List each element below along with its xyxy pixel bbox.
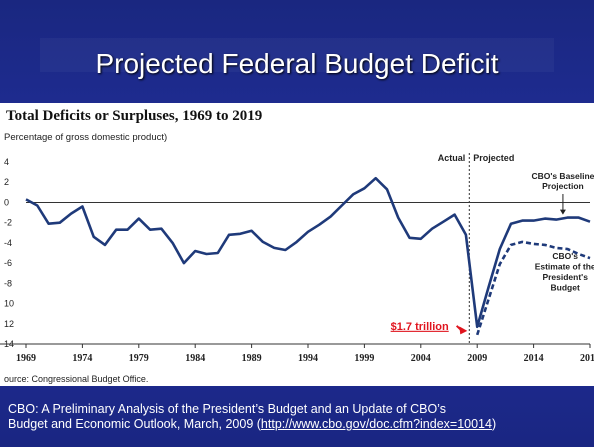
deficit-chart: Total Deficits or Surpluses, 1969 to 201…	[0, 108, 594, 384]
y-tick-label: 0	[4, 197, 9, 207]
citation-footer: CBO: A Preliminary Analysis of the Presi…	[8, 402, 594, 432]
chart-subtitle: Percentage of gross domestic product)	[4, 132, 167, 143]
x-tick-label: 2019	[580, 353, 594, 364]
x-tick-label: 1984	[185, 353, 205, 364]
slide-title: Projected Federal Budget Deficit	[95, 48, 499, 79]
x-tick-label: 1969	[16, 353, 36, 364]
y-tick-label: 2	[4, 177, 9, 187]
citation-line-1: CBO: A Preliminary Analysis of the Presi…	[8, 402, 446, 416]
title-bar: Projected Federal Budget Deficit	[0, 8, 594, 92]
citation-prefix: Budget and Economic Outlook, March, 2009…	[8, 417, 261, 431]
presidents-budget-label: President's	[542, 272, 588, 282]
chart-panel: Total Deficits or Surpluses, 1969 to 201…	[0, 103, 594, 386]
x-axis: 1969 1974 1979 1984 1989 1994 1999 2004 2009 2014…	[16, 344, 594, 364]
x-tick-label: 2004	[411, 353, 431, 364]
x-tick-label: 1974	[72, 353, 92, 364]
baseline-label: CBO's Baseline	[531, 171, 594, 181]
x-tick-label: 2009	[467, 353, 487, 364]
x-tick-label: 1979	[129, 353, 149, 364]
baseline-label: Projection	[542, 181, 584, 191]
cbo-link[interactable]: http://www.cbo.gov/doc.cfm?index=10014	[260, 417, 492, 431]
baseline-pointer-head	[559, 209, 566, 215]
presidents-budget-label: Budget	[551, 283, 580, 293]
x-tick-label: 1994	[298, 353, 318, 364]
y-tick-label: 12	[4, 319, 14, 329]
series-layer	[25, 176, 591, 336]
actual-label: Actual	[438, 153, 466, 163]
y-tick-label: -2	[4, 218, 12, 228]
x-tick-label: 2014	[524, 353, 544, 364]
source-note: ource: Congressional Budget Office.	[4, 374, 148, 384]
x-tick-label: 1989	[242, 353, 262, 364]
y-tick-label: 4	[4, 157, 9, 167]
y-tick-label: -8	[4, 278, 12, 288]
citation-suffix: )	[491, 417, 497, 431]
callout-arrow-head	[459, 326, 468, 335]
presidents-budget-label: CBO's	[552, 251, 578, 261]
citation-line-2: Budget and Economic Outlook, March, 2009…	[8, 417, 594, 432]
baseline-series-line	[25, 176, 591, 329]
presidents-budget-label: Estimate of the	[535, 262, 594, 272]
y-tick-label: -6	[4, 258, 12, 268]
x-tick-label: 1999	[354, 353, 374, 364]
projected-label: Projected	[473, 153, 514, 163]
y-tick-label: 10	[4, 299, 14, 309]
chart-title: Total Deficits or Surpluses, 1969 to 201…	[6, 108, 262, 124]
y-tick-label: -4	[4, 238, 12, 248]
deficit-callout: $1.7 trillion	[391, 321, 449, 333]
